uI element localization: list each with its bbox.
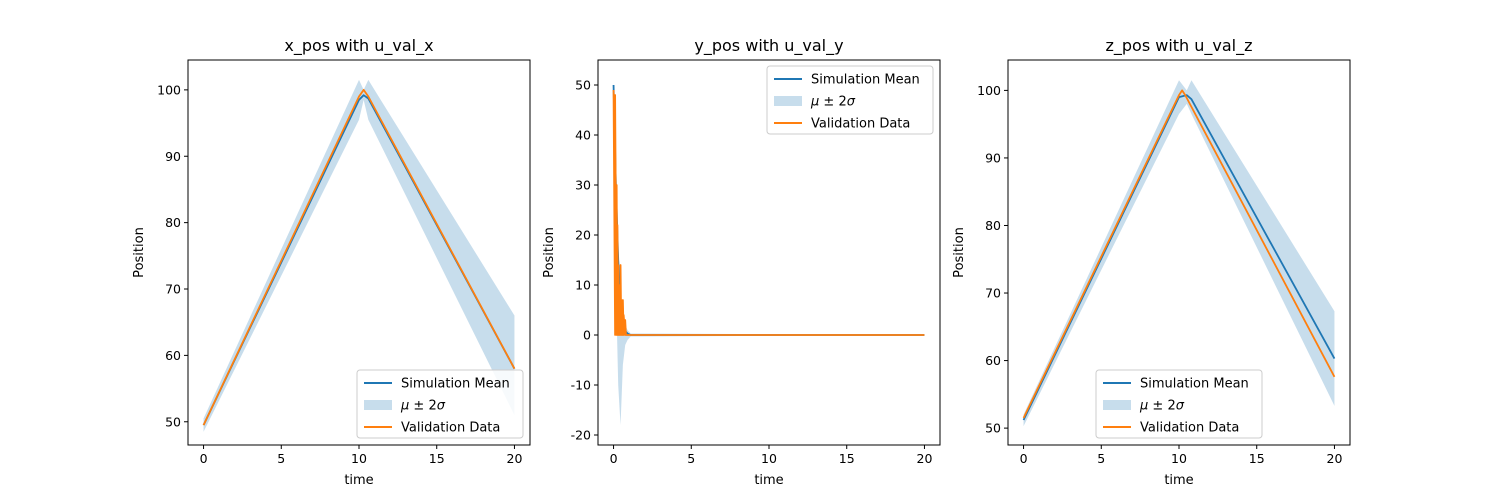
- plot-area: [1022, 80, 1336, 427]
- x-tick-label: 5: [687, 451, 695, 466]
- y-axis-label: Position: [952, 227, 967, 278]
- legend-box: [766, 65, 934, 135]
- y-tick-label: 80: [165, 215, 181, 230]
- x-tick-label: 20: [1327, 451, 1343, 466]
- validation-data-line: [612, 89, 925, 336]
- plot-area: [612, 82, 925, 425]
- y-axis-label: Position: [542, 227, 557, 278]
- legend-label: Validation Data: [811, 117, 910, 132]
- y-tick-label: 50: [165, 414, 181, 429]
- validation-data-line: [202, 88, 516, 426]
- y-tick-label: 50: [985, 421, 1001, 436]
- x-axis-label: time: [1164, 473, 1193, 488]
- subplot-1: 0 5 10 15 20 50 60 70 80 90 100 x_pos with u_val_xt…: [132, 36, 531, 488]
- x-tick-label: 0: [200, 451, 208, 466]
- plot-area: [202, 79, 516, 432]
- legend-label: Simulation Mean: [811, 73, 920, 88]
- x-tick-label: 15: [1249, 451, 1265, 466]
- y-tick-label: -20: [571, 428, 591, 443]
- x-tick-label: 20: [507, 451, 523, 466]
- x-axis-label: time: [344, 473, 373, 488]
- chart-title: z_pos with u_val_z: [1105, 36, 1252, 56]
- y-tick-label: 70: [165, 282, 181, 297]
- x-tick-label: 0: [610, 451, 618, 466]
- x-tick-label: 10: [761, 451, 777, 466]
- y-tick-label: 40: [575, 128, 591, 143]
- subplot-2: 0 5 10 15 20 -20 -10 0 10 20 30 40 50 y_pos with u_va…: [542, 36, 941, 488]
- y-tick-label: 30: [575, 178, 591, 193]
- y-tick-label: 50: [575, 78, 591, 93]
- x-axis-label: time: [754, 473, 783, 488]
- legend-label: Simulation Mean: [401, 377, 510, 392]
- subplot-3: 0 5 10 15 20 50 60 70 80 90 100 z_pos with u_val_zt…: [952, 36, 1351, 488]
- legend-label: Validation Data: [1140, 421, 1239, 436]
- x-tick-label: 5: [1097, 451, 1105, 466]
- x-tick-label: 15: [839, 451, 855, 466]
- x-tick-label: 0: [1020, 451, 1028, 466]
- chart-title: y_pos with u_val_y: [694, 36, 843, 56]
- y-tick-label: 70: [985, 286, 1001, 301]
- legend-label: Simulation Mean: [1140, 377, 1249, 392]
- legend-swatch-band: [1103, 400, 1131, 410]
- y-tick-label: 80: [985, 218, 1001, 233]
- legend-label: Validation Data: [401, 421, 500, 436]
- x-tick-label: 10: [351, 451, 367, 466]
- legend: Simulation Mean μ ± 2σ Validation Data: [766, 65, 934, 135]
- legend-box: [1095, 369, 1263, 439]
- legend: Simulation Mean μ ± 2σ Validation Data: [356, 369, 524, 439]
- y-tick-label: -10: [571, 378, 591, 393]
- legend-label: μ ± 2σ: [1139, 399, 1185, 414]
- x-tick-label: 15: [429, 451, 445, 466]
- legend-swatch-band: [364, 400, 392, 410]
- confidence-band: [203, 79, 515, 432]
- y-tick-label: 100: [977, 83, 1001, 98]
- confidence-band: [1023, 80, 1335, 427]
- y-tick-label: 10: [575, 278, 591, 293]
- y-tick-label: 20: [575, 228, 591, 243]
- legend-label: μ ± 2σ: [810, 95, 856, 110]
- x-tick-label: 10: [1171, 451, 1187, 466]
- y-tick-label: 60: [985, 353, 1001, 368]
- validation-data-line: [1022, 89, 1336, 419]
- legend: Simulation Mean μ ± 2σ Validation Data: [1095, 369, 1263, 439]
- legend-swatch-band: [774, 96, 802, 106]
- y-tick-label: 100: [157, 82, 181, 97]
- x-tick-label: 5: [277, 451, 285, 466]
- legend-box: [356, 369, 524, 439]
- y-tick-label: 90: [985, 150, 1001, 165]
- y-tick-label: 0: [583, 328, 591, 343]
- y-axis-label: Position: [132, 227, 147, 278]
- y-tick-label: 60: [165, 348, 181, 363]
- x-tick-label: 20: [917, 451, 933, 466]
- y-tick-label: 90: [165, 149, 181, 164]
- legend-label: μ ± 2σ: [400, 399, 446, 414]
- chart-title: x_pos with u_val_x: [284, 36, 433, 56]
